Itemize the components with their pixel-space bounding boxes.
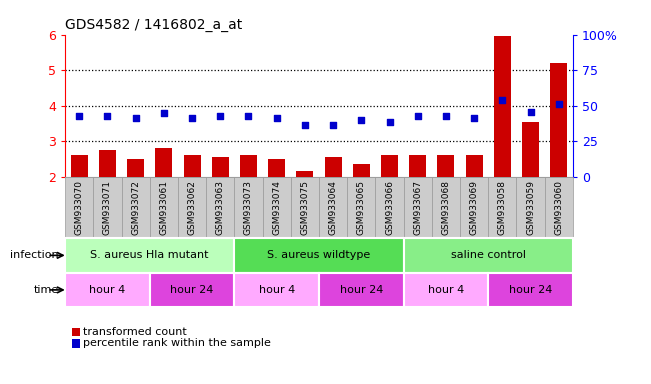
Text: GSM933068: GSM933068	[441, 180, 450, 235]
Bar	[494, 36, 511, 177]
Bar	[404, 238, 573, 273]
Bar	[319, 273, 404, 307]
Bar	[432, 177, 460, 238]
Text: GSM933062: GSM933062	[187, 180, 197, 235]
Bar	[516, 177, 545, 238]
Text: GSM933071: GSM933071	[103, 180, 112, 235]
Text: GSM933061: GSM933061	[159, 180, 169, 235]
Text: hour 4: hour 4	[428, 285, 464, 295]
Text: S. aureus Hla mutant: S. aureus Hla mutant	[90, 250, 209, 260]
Bar	[122, 177, 150, 238]
Bar	[404, 273, 488, 307]
Bar	[545, 177, 573, 238]
Bar	[465, 156, 482, 177]
Text: GSM933070: GSM933070	[75, 180, 84, 235]
Bar	[212, 157, 229, 177]
Point	[130, 115, 141, 121]
Bar	[156, 148, 173, 177]
Text: hour 24: hour 24	[340, 285, 383, 295]
Text: hour 24: hour 24	[171, 285, 214, 295]
Point	[441, 113, 451, 119]
Bar	[325, 157, 342, 177]
Point	[553, 101, 564, 107]
Text: GSM933069: GSM933069	[469, 180, 478, 235]
Bar	[488, 177, 516, 238]
Text: time: time	[33, 285, 59, 295]
Text: GSM933075: GSM933075	[300, 180, 309, 235]
Text: hour 4: hour 4	[89, 285, 126, 295]
Bar	[240, 156, 257, 177]
Point	[102, 113, 113, 119]
Bar	[234, 273, 319, 307]
Bar	[488, 273, 573, 307]
Text: GSM933066: GSM933066	[385, 180, 394, 235]
Text: saline control: saline control	[450, 250, 526, 260]
Point	[469, 115, 479, 121]
Point	[74, 113, 85, 119]
Point	[497, 97, 508, 103]
Point	[271, 115, 282, 121]
Bar	[291, 177, 319, 238]
Bar	[234, 238, 404, 273]
Text: GSM933060: GSM933060	[554, 180, 563, 235]
Bar	[93, 177, 122, 238]
Point	[328, 122, 339, 128]
Point	[243, 113, 254, 119]
Bar	[99, 150, 116, 177]
Bar	[409, 156, 426, 177]
Bar	[319, 177, 347, 238]
Bar	[296, 171, 313, 177]
Text: GSM933058: GSM933058	[498, 180, 507, 235]
Bar	[376, 177, 404, 238]
Point	[159, 110, 169, 116]
Bar	[460, 177, 488, 238]
Point	[384, 119, 395, 125]
Point	[356, 117, 367, 123]
Bar	[71, 156, 88, 177]
Bar	[550, 63, 567, 177]
Text: percentile rank within the sample: percentile rank within the sample	[83, 338, 271, 348]
Point	[215, 113, 225, 119]
Bar	[262, 177, 291, 238]
Bar	[150, 273, 234, 307]
Text: GSM933063: GSM933063	[215, 180, 225, 235]
Bar	[178, 177, 206, 238]
Bar	[206, 177, 234, 238]
Text: GSM933059: GSM933059	[526, 180, 535, 235]
Bar	[381, 156, 398, 177]
Text: S. aureus wildtype: S. aureus wildtype	[268, 250, 370, 260]
Bar	[65, 273, 150, 307]
Point	[525, 109, 536, 115]
Bar	[437, 156, 454, 177]
Text: hour 4: hour 4	[258, 285, 295, 295]
Text: GDS4582 / 1416802_a_at: GDS4582 / 1416802_a_at	[65, 18, 242, 32]
Bar	[150, 177, 178, 238]
Point	[187, 115, 197, 121]
Text: GSM933065: GSM933065	[357, 180, 366, 235]
Point	[299, 122, 310, 128]
Bar	[268, 159, 285, 177]
Bar	[234, 177, 262, 238]
Text: infection: infection	[10, 250, 59, 260]
Bar	[65, 177, 93, 238]
Text: GSM933073: GSM933073	[244, 180, 253, 235]
Text: GSM933067: GSM933067	[413, 180, 422, 235]
Bar	[353, 164, 370, 177]
Bar	[127, 159, 144, 177]
Bar	[404, 177, 432, 238]
Bar	[347, 177, 376, 238]
Text: GSM933072: GSM933072	[131, 180, 140, 235]
Text: hour 24: hour 24	[509, 285, 552, 295]
Text: transformed count: transformed count	[83, 327, 187, 337]
Bar	[65, 238, 234, 273]
Bar	[522, 122, 539, 177]
Point	[413, 113, 423, 119]
Text: GSM933074: GSM933074	[272, 180, 281, 235]
Bar	[184, 156, 201, 177]
Text: GSM933064: GSM933064	[329, 180, 338, 235]
